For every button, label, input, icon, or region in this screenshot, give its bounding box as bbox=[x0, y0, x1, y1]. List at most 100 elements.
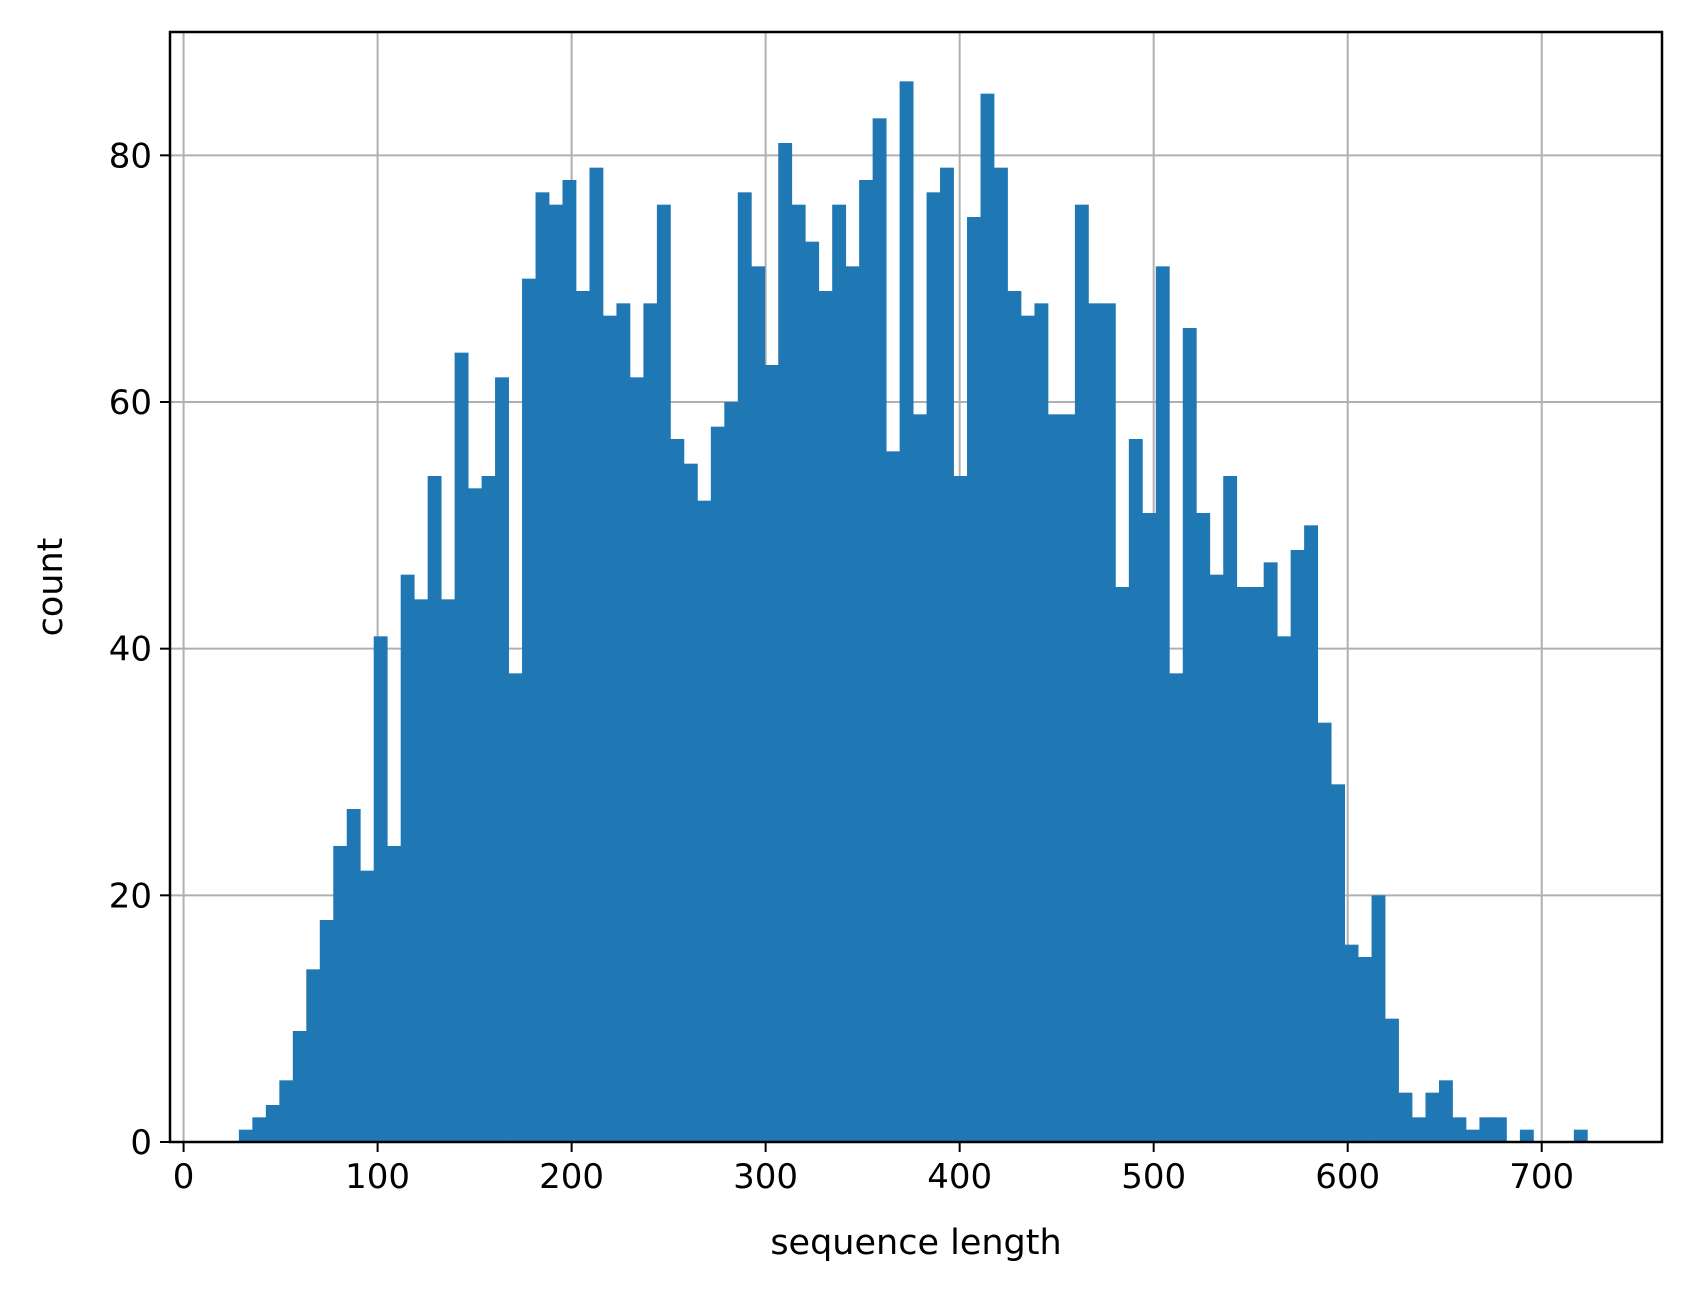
histogram-bar bbox=[1452, 1117, 1467, 1142]
histogram-bar bbox=[1398, 1092, 1413, 1142]
histogram-bar bbox=[1061, 414, 1076, 1142]
histogram-bar bbox=[1223, 476, 1238, 1142]
histogram-bar bbox=[670, 439, 685, 1142]
histogram-bar bbox=[279, 1080, 294, 1142]
histogram-bar bbox=[710, 426, 725, 1143]
histogram-bar bbox=[1371, 895, 1386, 1142]
histogram-bar bbox=[805, 241, 820, 1142]
histogram-bar bbox=[751, 266, 766, 1142]
histogram-bar bbox=[724, 402, 739, 1142]
histogram-bar bbox=[832, 204, 847, 1142]
histogram-bar bbox=[993, 167, 1008, 1142]
histogram-bar bbox=[859, 180, 874, 1142]
histogram-bar bbox=[522, 278, 536, 1143]
histogram-bar bbox=[926, 192, 941, 1143]
histogram-bar bbox=[1573, 1129, 1588, 1142]
histogram-bar bbox=[1250, 587, 1265, 1142]
histogram-bar bbox=[400, 574, 415, 1142]
histogram-bar bbox=[967, 217, 981, 1142]
x-tick-label: 100 bbox=[345, 1157, 410, 1197]
x-tick-label: 300 bbox=[733, 1157, 798, 1197]
histogram-bar bbox=[575, 291, 590, 1142]
histogram-bars bbox=[238, 81, 1588, 1143]
histogram-bar bbox=[764, 365, 779, 1142]
histogram-bar bbox=[1047, 414, 1062, 1142]
y-axis-label: count bbox=[31, 538, 71, 637]
histogram-bar bbox=[616, 303, 631, 1142]
histogram-bar bbox=[1236, 587, 1251, 1142]
histogram-bar bbox=[562, 180, 577, 1142]
axis-ticks: 0 100 200 300 400 500 600 700 0 20 40 60 80 bbox=[109, 136, 1574, 1197]
histogram-bar bbox=[252, 1117, 267, 1142]
histogram-bar bbox=[508, 673, 523, 1142]
axes-frame bbox=[168, 30, 1664, 1144]
histogram-bar bbox=[1331, 784, 1345, 1142]
histogram-bar bbox=[1492, 1117, 1507, 1142]
y-tick-label: 0 bbox=[130, 1123, 152, 1163]
histogram-bar bbox=[549, 204, 563, 1142]
histogram-bar bbox=[481, 476, 496, 1142]
histogram-bar bbox=[1088, 303, 1103, 1142]
histogram-bar bbox=[292, 1031, 307, 1142]
histogram-bar bbox=[535, 192, 550, 1143]
histogram-bar bbox=[886, 451, 901, 1142]
histogram-bar bbox=[346, 809, 361, 1142]
histogram-bar bbox=[940, 167, 954, 1142]
histogram-bar bbox=[1425, 1092, 1440, 1142]
histogram-bar bbox=[697, 500, 712, 1143]
histogram-bar bbox=[1115, 587, 1130, 1142]
histogram-bar bbox=[1277, 636, 1292, 1142]
histogram-bar bbox=[360, 870, 375, 1142]
histogram-bar bbox=[1007, 291, 1022, 1142]
histogram-bar bbox=[1290, 550, 1305, 1142]
histogram-bar bbox=[1412, 1117, 1426, 1142]
histogram-bar bbox=[683, 463, 698, 1143]
histogram-bar bbox=[1142, 513, 1157, 1142]
histogram-bar bbox=[1438, 1080, 1453, 1142]
histogram-bar bbox=[643, 303, 658, 1142]
histogram-bar bbox=[1385, 1018, 1399, 1142]
histogram-bar bbox=[495, 377, 509, 1142]
histogram-bar bbox=[1020, 315, 1035, 1143]
histogram-bar bbox=[1196, 513, 1211, 1142]
histogram-bar bbox=[1182, 328, 1197, 1142]
histogram-bar bbox=[629, 377, 644, 1142]
x-tick-label: 200 bbox=[539, 1157, 604, 1197]
histogram-bar bbox=[1034, 303, 1049, 1142]
x-axis-label: sequence length bbox=[770, 1223, 1061, 1263]
y-tick-label: 80 bbox=[109, 136, 152, 176]
histogram-bar bbox=[872, 118, 887, 1143]
histogram-bar bbox=[1169, 673, 1184, 1142]
histogram-bar bbox=[1304, 525, 1319, 1142]
y-tick-label: 20 bbox=[109, 876, 152, 916]
histogram-bar bbox=[953, 476, 968, 1142]
y-tick-label: 60 bbox=[109, 383, 152, 423]
histogram-bar bbox=[1358, 957, 1372, 1142]
histogram-bar bbox=[1317, 722, 1332, 1142]
histogram-bar bbox=[737, 192, 752, 1143]
histogram-bar bbox=[778, 143, 793, 1142]
histogram-bar bbox=[913, 414, 927, 1142]
histogram-bar bbox=[1479, 1117, 1494, 1142]
histogram-bar bbox=[319, 920, 334, 1142]
y-tick-label: 40 bbox=[109, 630, 152, 670]
histogram-bar bbox=[980, 93, 995, 1143]
histogram-bar bbox=[454, 352, 469, 1143]
histogram-bar bbox=[656, 204, 671, 1142]
histogram-bar bbox=[1263, 562, 1278, 1142]
histogram-bar bbox=[414, 599, 429, 1142]
histogram-bar bbox=[899, 81, 914, 1142]
histogram-bar bbox=[589, 167, 604, 1142]
histogram-bar bbox=[602, 315, 617, 1143]
histogram-bar bbox=[373, 636, 388, 1142]
histogram-bar bbox=[1209, 574, 1224, 1142]
histogram-bar bbox=[306, 969, 321, 1142]
histogram-bar bbox=[265, 1105, 280, 1142]
histogram-bar bbox=[333, 846, 348, 1142]
histogram-bar bbox=[468, 488, 482, 1142]
x-tick-label: 0 bbox=[173, 1157, 195, 1197]
histogram-bar bbox=[441, 599, 456, 1142]
histogram-bar bbox=[1465, 1129, 1480, 1142]
x-tick-label: 400 bbox=[927, 1157, 992, 1197]
